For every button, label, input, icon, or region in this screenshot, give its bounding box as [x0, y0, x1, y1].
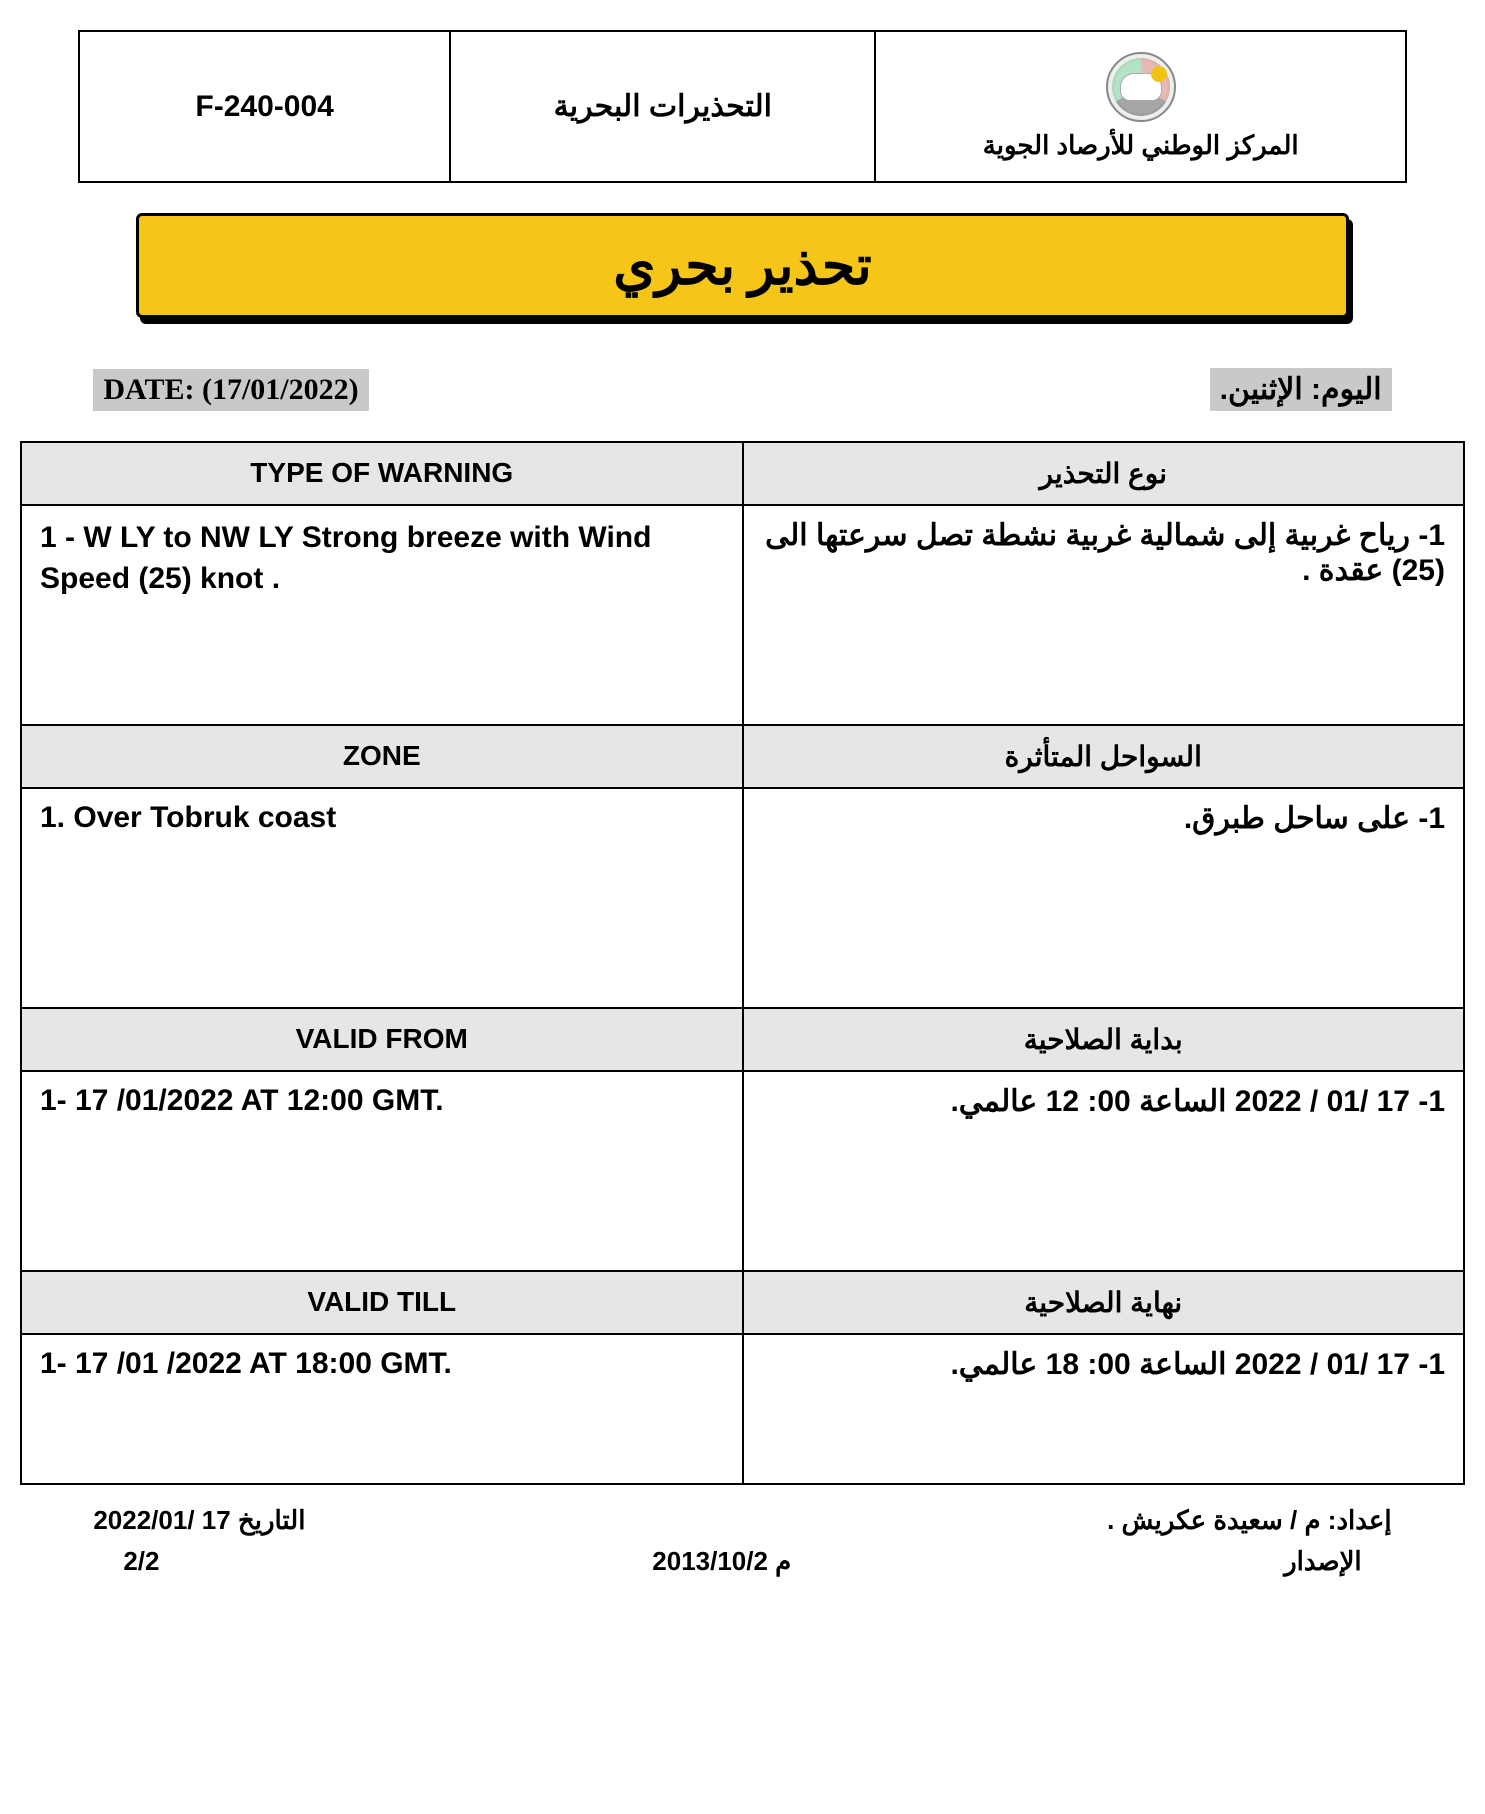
footer-row-2: 2/2 2013/10/2 م الإصدار	[63, 1546, 1421, 1577]
form-code-cell: F-240-004	[79, 31, 451, 182]
type-warning-en: 1 - W LY to NW LY Strong breeze with Win…	[40, 518, 724, 599]
th-type-ar: نوع التحذير	[743, 442, 1465, 505]
warning-banner: تحذير بحري	[136, 213, 1350, 318]
td-zone-ar: 1- على ساحل طبرق.	[743, 788, 1465, 1008]
type-warning-ar: 1- رياح غربية إلى شمالية غربية نشطة تصل …	[762, 518, 1446, 588]
footer-row-1: التاريخ 17 /2022/01 إعداد: م / سعيدة عكر…	[63, 1505, 1421, 1536]
th-type-en: TYPE OF WARNING	[21, 442, 743, 505]
th-validfrom-ar: بداية الصلاحية	[743, 1008, 1465, 1071]
td-zone-en: 1. Over Tobruk coast	[21, 788, 743, 1008]
zone-ar: 1- على ساحل طبرق.	[762, 801, 1446, 836]
validfrom-ar: 1- 17 /01 / 2022 الساعة 00: 12 عالمي.	[762, 1084, 1446, 1119]
validfrom-en: 1- 17 /01/2022 AT 12:00 GMT.	[40, 1084, 724, 1118]
org-logo-icon	[1106, 52, 1176, 122]
date-label: DATE: (17/01/2022)	[93, 369, 368, 411]
footer-issue-label: الإصدار	[1284, 1546, 1362, 1577]
header-table: F-240-004 التحذيرات البحرية المركز الوطن…	[78, 30, 1407, 183]
validtill-ar: 1- 17 /01 / 2022 الساعة 00: 18 عالمي.	[762, 1347, 1446, 1382]
header-title-ar: التحذيرات البحرية	[554, 90, 772, 123]
td-type-ar: 1- رياح غربية إلى شمالية غربية نشطة تصل …	[743, 505, 1465, 725]
td-type-en: 1 - W LY to NW LY Strong breeze with Win…	[21, 505, 743, 725]
validtill-en: 1- 17 /01 /2022 AT 18:00 GMT.	[40, 1347, 724, 1381]
th-zone-en: ZONE	[21, 725, 743, 788]
footer-page: 2/2	[123, 1546, 159, 1577]
th-zone-ar: السواحل المتأثرة	[743, 725, 1465, 788]
date-row: DATE: (17/01/2022) اليوم: الإثنين.	[63, 368, 1421, 411]
warning-table: TYPE OF WARNING نوع التحذير 1 - W LY to …	[20, 441, 1465, 1485]
org-name-ar: المركز الوطني للأرصاد الجوية	[983, 130, 1299, 161]
header-org-cell: المركز الوطني للأرصاد الجوية	[875, 31, 1406, 182]
th-validtill-ar: نهاية الصلاحية	[743, 1271, 1465, 1334]
banner-title: تحذير بحري	[613, 236, 872, 296]
day-label: اليوم: الإثنين.	[1210, 368, 1392, 411]
header-title-cell: التحذيرات البحرية	[450, 31, 875, 182]
footer-issue-date: 2013/10/2 م	[652, 1546, 791, 1577]
td-validtill-en: 1- 17 /01 /2022 AT 18:00 GMT.	[21, 1334, 743, 1484]
footer-date: التاريخ 17 /2022/01	[93, 1505, 305, 1536]
th-validfrom-en: VALID FROM	[21, 1008, 743, 1071]
zone-en: 1. Over Tobruk coast	[40, 801, 724, 835]
footer-prepared-by: إعداد: م / سعيدة عكريش .	[1107, 1505, 1392, 1536]
td-validfrom-en: 1- 17 /01/2022 AT 12:00 GMT.	[21, 1071, 743, 1271]
td-validfrom-ar: 1- 17 /01 / 2022 الساعة 00: 12 عالمي.	[743, 1071, 1465, 1271]
td-validtill-ar: 1- 17 /01 / 2022 الساعة 00: 18 عالمي.	[743, 1334, 1465, 1484]
th-validtill-en: VALID TILL	[21, 1271, 743, 1334]
form-code: F-240-004	[195, 90, 333, 123]
